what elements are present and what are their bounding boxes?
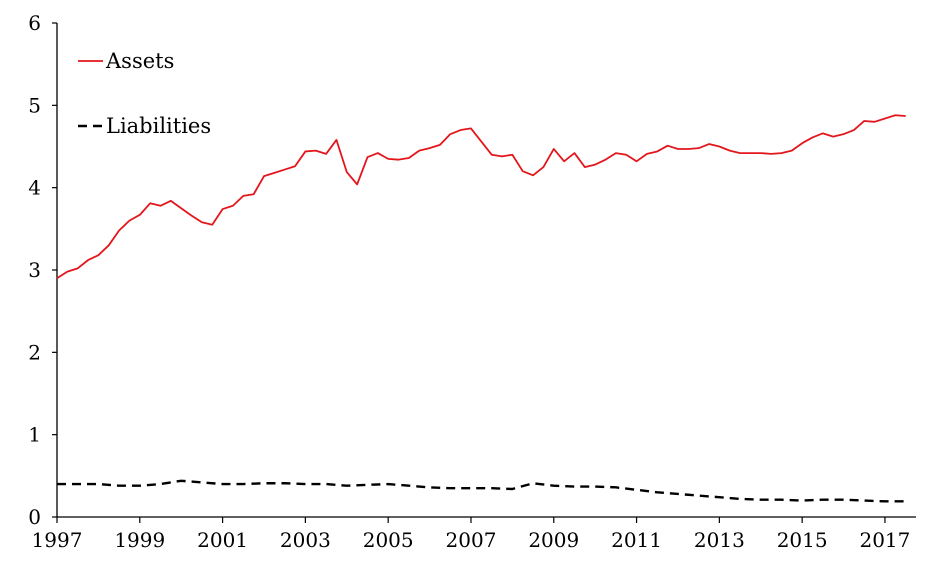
x-tick-label: 2005 — [363, 528, 414, 552]
x-tick-label: 2001 — [197, 528, 248, 552]
axes — [56, 23, 916, 518]
y-tick-label: 5 — [28, 93, 41, 117]
series-line-assets — [56, 114, 906, 279]
x-tick-label: 2017 — [859, 528, 910, 552]
x-tick-label: 2015 — [777, 528, 828, 552]
legend: Assets Liabilities — [78, 49, 211, 138]
x-tick-label: 2007 — [446, 528, 497, 552]
x-tick-label: 1997 — [32, 528, 83, 552]
y-tick-label: 2 — [28, 340, 41, 364]
x-tick-label: 1999 — [114, 528, 165, 552]
y-tick-label: 3 — [28, 258, 41, 282]
legend-label-liabilities: Liabilities — [106, 114, 211, 138]
legend-label-assets: Assets — [105, 49, 174, 73]
y-tick-label: 6 — [28, 11, 41, 35]
series-line-liabilities — [57, 479, 906, 503]
series-layer — [56, 114, 906, 503]
y-tick-label: 0 — [28, 505, 41, 529]
x-tick-label: 2003 — [280, 528, 331, 552]
ticks: 0 1 2 3 4 5 6 1997 1999 2001 2003 2005 2007 2009 2011 2… — [28, 11, 910, 552]
y-tick-label: 4 — [28, 176, 41, 200]
x-tick-label: 2011 — [611, 528, 662, 552]
x-tick-label: 2013 — [694, 528, 745, 552]
x-tick-label: 2009 — [528, 528, 579, 552]
y-tick-label: 1 — [28, 423, 41, 447]
